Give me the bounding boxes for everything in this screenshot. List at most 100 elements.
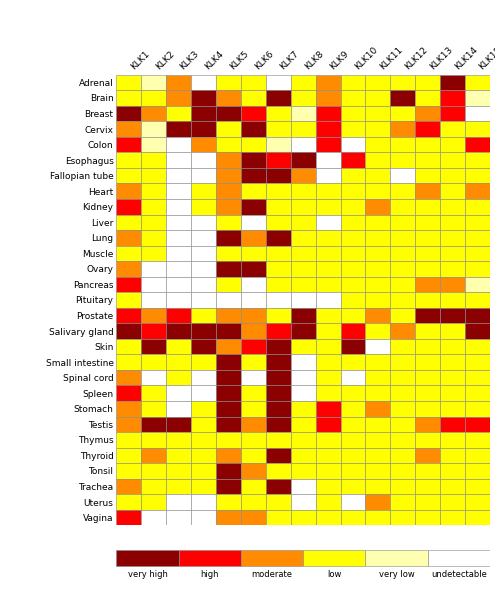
Bar <box>316 168 341 183</box>
Bar <box>465 137 490 152</box>
Bar <box>116 432 141 448</box>
Bar <box>266 339 291 355</box>
Bar <box>191 308 216 324</box>
Bar <box>465 432 490 448</box>
Bar <box>141 432 166 448</box>
Bar <box>141 479 166 494</box>
Bar <box>291 324 316 339</box>
Bar <box>216 324 241 339</box>
Bar <box>216 401 241 417</box>
Bar <box>166 75 191 90</box>
Bar <box>365 479 391 494</box>
Bar <box>116 276 141 292</box>
Bar <box>341 448 365 463</box>
Bar <box>440 339 465 355</box>
Bar <box>316 386 341 401</box>
Bar <box>241 292 266 308</box>
Bar <box>341 386 365 401</box>
Bar <box>291 292 316 308</box>
Bar <box>316 75 341 90</box>
Bar <box>166 494 191 510</box>
Bar <box>116 339 141 355</box>
Bar <box>241 479 266 494</box>
Bar <box>465 245 490 261</box>
Bar <box>216 479 241 494</box>
Bar <box>365 276 391 292</box>
Bar <box>465 199 490 214</box>
Bar <box>291 214 316 230</box>
Bar <box>116 261 141 276</box>
Bar <box>141 308 166 324</box>
Bar <box>316 494 341 510</box>
Bar <box>391 324 415 339</box>
Bar <box>166 152 191 168</box>
Bar <box>166 510 191 525</box>
Bar <box>341 401 365 417</box>
Bar <box>191 448 216 463</box>
Bar <box>341 121 365 137</box>
Bar <box>191 292 216 308</box>
Bar <box>116 245 141 261</box>
Bar <box>440 448 465 463</box>
Bar <box>241 324 266 339</box>
Bar <box>141 214 166 230</box>
Bar <box>291 75 316 90</box>
Bar <box>291 339 316 355</box>
Bar <box>341 152 365 168</box>
Bar <box>241 339 266 355</box>
Bar <box>341 137 365 152</box>
Bar <box>291 448 316 463</box>
Bar <box>316 276 341 292</box>
Bar <box>465 370 490 386</box>
Bar <box>166 386 191 401</box>
Bar <box>166 417 191 432</box>
Bar <box>166 183 191 199</box>
Bar <box>216 183 241 199</box>
Bar <box>440 401 465 417</box>
Bar <box>365 152 391 168</box>
Bar <box>116 494 141 510</box>
Bar <box>141 324 166 339</box>
Bar <box>166 292 191 308</box>
Bar <box>365 463 391 479</box>
Bar <box>316 183 341 199</box>
Bar <box>266 199 291 214</box>
Bar <box>440 121 465 137</box>
Text: high: high <box>200 571 219 580</box>
Bar <box>365 401 391 417</box>
Bar <box>365 355 391 370</box>
Bar <box>191 90 216 106</box>
Bar <box>266 245 291 261</box>
Bar <box>291 121 316 137</box>
Bar <box>191 245 216 261</box>
Bar <box>365 75 391 90</box>
Bar <box>415 168 440 183</box>
Bar <box>241 261 266 276</box>
Bar <box>291 106 316 121</box>
Bar <box>316 324 341 339</box>
Bar <box>365 183 391 199</box>
Bar <box>316 510 341 525</box>
Bar <box>166 106 191 121</box>
Bar <box>465 417 490 432</box>
Bar <box>341 463 365 479</box>
Bar <box>391 308 415 324</box>
Bar <box>216 463 241 479</box>
Bar <box>391 245 415 261</box>
Bar <box>465 121 490 137</box>
Bar <box>291 276 316 292</box>
Bar <box>266 152 291 168</box>
Bar <box>191 324 216 339</box>
Bar <box>116 292 141 308</box>
Bar <box>266 137 291 152</box>
Bar <box>316 106 341 121</box>
Bar <box>141 355 166 370</box>
Bar <box>191 261 216 276</box>
Bar <box>291 417 316 432</box>
Bar <box>191 510 216 525</box>
Bar <box>191 106 216 121</box>
Bar <box>141 276 166 292</box>
Bar <box>465 339 490 355</box>
Bar <box>166 479 191 494</box>
Bar <box>166 121 191 137</box>
